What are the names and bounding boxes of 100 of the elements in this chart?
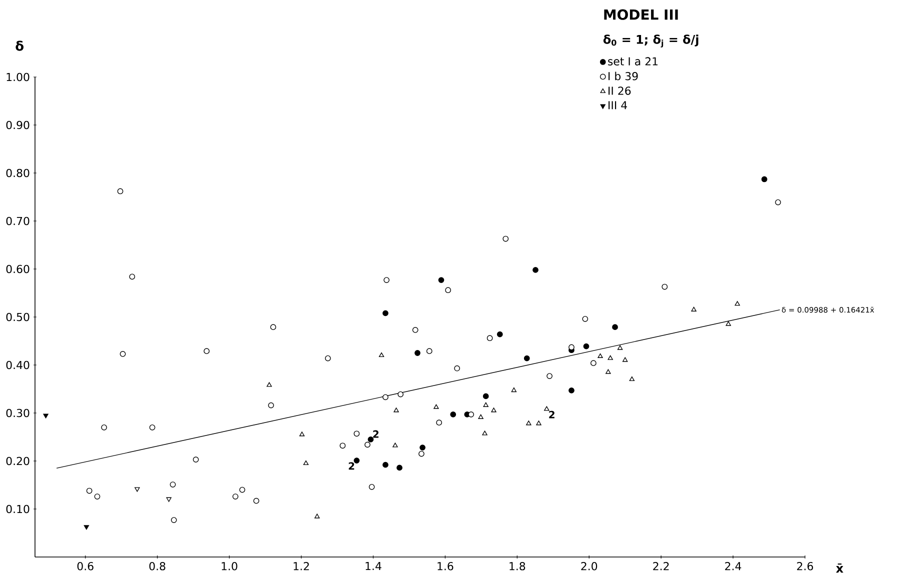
point (434, 404, 439, 409)
point (192, 456, 199, 462)
legend-label: III 4 (608, 101, 627, 110)
point (204, 348, 210, 354)
x-tick-label: 0.8 (149, 562, 166, 570)
point (101, 424, 108, 430)
y-tick-label: 0.30 (6, 408, 30, 418)
point (450, 412, 456, 418)
point (454, 365, 460, 372)
point (368, 436, 374, 442)
point (117, 188, 124, 194)
point (396, 464, 402, 471)
point (314, 514, 320, 518)
x-tick-label: 1.0 (222, 562, 238, 570)
point (239, 486, 246, 493)
point (606, 369, 611, 374)
point (84, 525, 90, 530)
point (299, 432, 305, 436)
point (364, 442, 370, 448)
point (612, 324, 618, 330)
point (445, 287, 452, 294)
point (303, 460, 309, 466)
point (582, 316, 588, 322)
point (483, 402, 488, 407)
y-axis-title: δ (16, 40, 24, 51)
y-tick-label: 0.50 (6, 312, 30, 322)
point (691, 306, 696, 312)
point (384, 277, 390, 283)
y-tick-label: 0.80 (6, 168, 30, 178)
y-tick-label: 0.90 (6, 120, 30, 130)
point (268, 402, 274, 408)
point (232, 494, 238, 500)
point (170, 517, 177, 523)
point (568, 388, 574, 394)
point (544, 406, 550, 411)
point (412, 327, 418, 333)
point (468, 412, 474, 418)
point (340, 442, 346, 449)
point (354, 430, 360, 437)
x-tick-label: 2.4 (725, 562, 742, 570)
point (775, 199, 781, 206)
point (170, 482, 176, 488)
chart-title: MODEL III (604, 9, 678, 20)
x-tick-label: 2.0 (581, 562, 598, 570)
y-tick-label: 1.00 (6, 72, 30, 82)
point (382, 394, 388, 400)
y-tick-label: 0.10 (6, 504, 30, 514)
point (378, 352, 384, 358)
point (354, 458, 360, 464)
annotation: 2 (549, 410, 554, 418)
point (726, 321, 731, 326)
point (392, 442, 398, 448)
point (94, 494, 100, 500)
point (526, 420, 532, 426)
x-tick-label: 1.8 (510, 562, 526, 570)
point (166, 497, 172, 502)
x-tick-label: 0.6 (77, 562, 94, 570)
point (266, 382, 272, 387)
chart-subtitle: δ$_{0}$ = 1; δ$_{j}$ = δ/j (603, 34, 698, 48)
point (608, 355, 613, 360)
y-tick-label: 0.60 (6, 264, 30, 274)
legend-label: I b 39 (608, 72, 638, 80)
point (532, 267, 538, 273)
x-axis-title: x̄ (836, 564, 844, 573)
point (524, 355, 530, 362)
x-tick-label: 2.6 (797, 562, 814, 570)
point (482, 430, 488, 436)
y-tick-label: 0.40 (6, 360, 30, 370)
point (491, 408, 496, 412)
point (436, 420, 442, 426)
point (420, 444, 426, 450)
point (324, 355, 331, 362)
point (761, 176, 768, 182)
point (502, 236, 509, 242)
point (253, 498, 260, 504)
point (590, 360, 596, 366)
point (394, 408, 399, 412)
point (496, 331, 503, 338)
x-tick-label: 1.6 (438, 562, 454, 570)
point (617, 345, 623, 350)
point (511, 388, 517, 392)
annotation: 2 (373, 430, 378, 438)
point (622, 357, 628, 362)
point (270, 324, 276, 330)
point (583, 343, 590, 350)
point (414, 350, 420, 356)
annotation: 2 (348, 462, 354, 470)
point (43, 414, 48, 418)
point (120, 351, 126, 357)
point (486, 335, 493, 342)
y-tick-label: 0.70 (6, 216, 30, 226)
point (662, 284, 668, 290)
point (382, 462, 388, 468)
point (536, 420, 542, 426)
point (398, 391, 404, 398)
point (149, 424, 156, 430)
x-tick-label: 1.2 (294, 562, 309, 570)
x-tick-label: 2.2 (653, 562, 669, 570)
point (598, 353, 603, 358)
legend-label: II 26 (608, 86, 631, 95)
